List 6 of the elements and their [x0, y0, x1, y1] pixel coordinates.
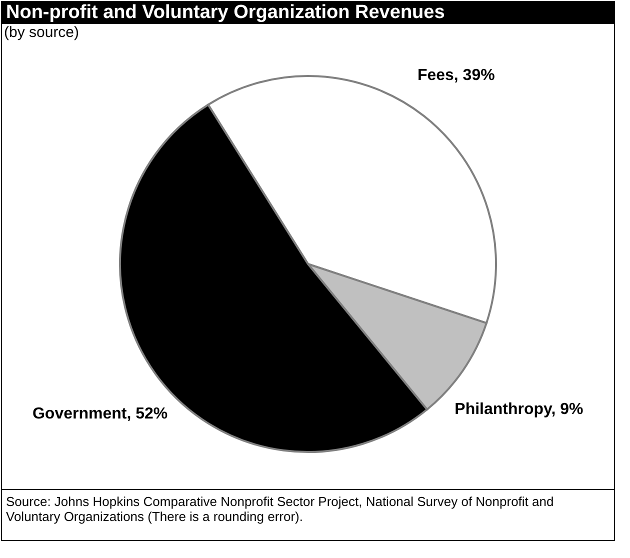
- chart-subtitle: (by source): [3, 24, 80, 41]
- slice-label: Fees, 39%: [417, 67, 495, 84]
- source-note: Source: Johns Hopkins Comparative Nonprofit Sector Project, National Survey of Nonprofit and Voluntary Organizations (There is a rounding error).: [2, 489, 614, 540]
- slice-label: Philanthropy, 9%: [454, 401, 584, 418]
- chart-title: Non-profit and Voluntary Organization Revenues: [2, 2, 614, 24]
- slice-label: Government, 52%: [32, 405, 168, 422]
